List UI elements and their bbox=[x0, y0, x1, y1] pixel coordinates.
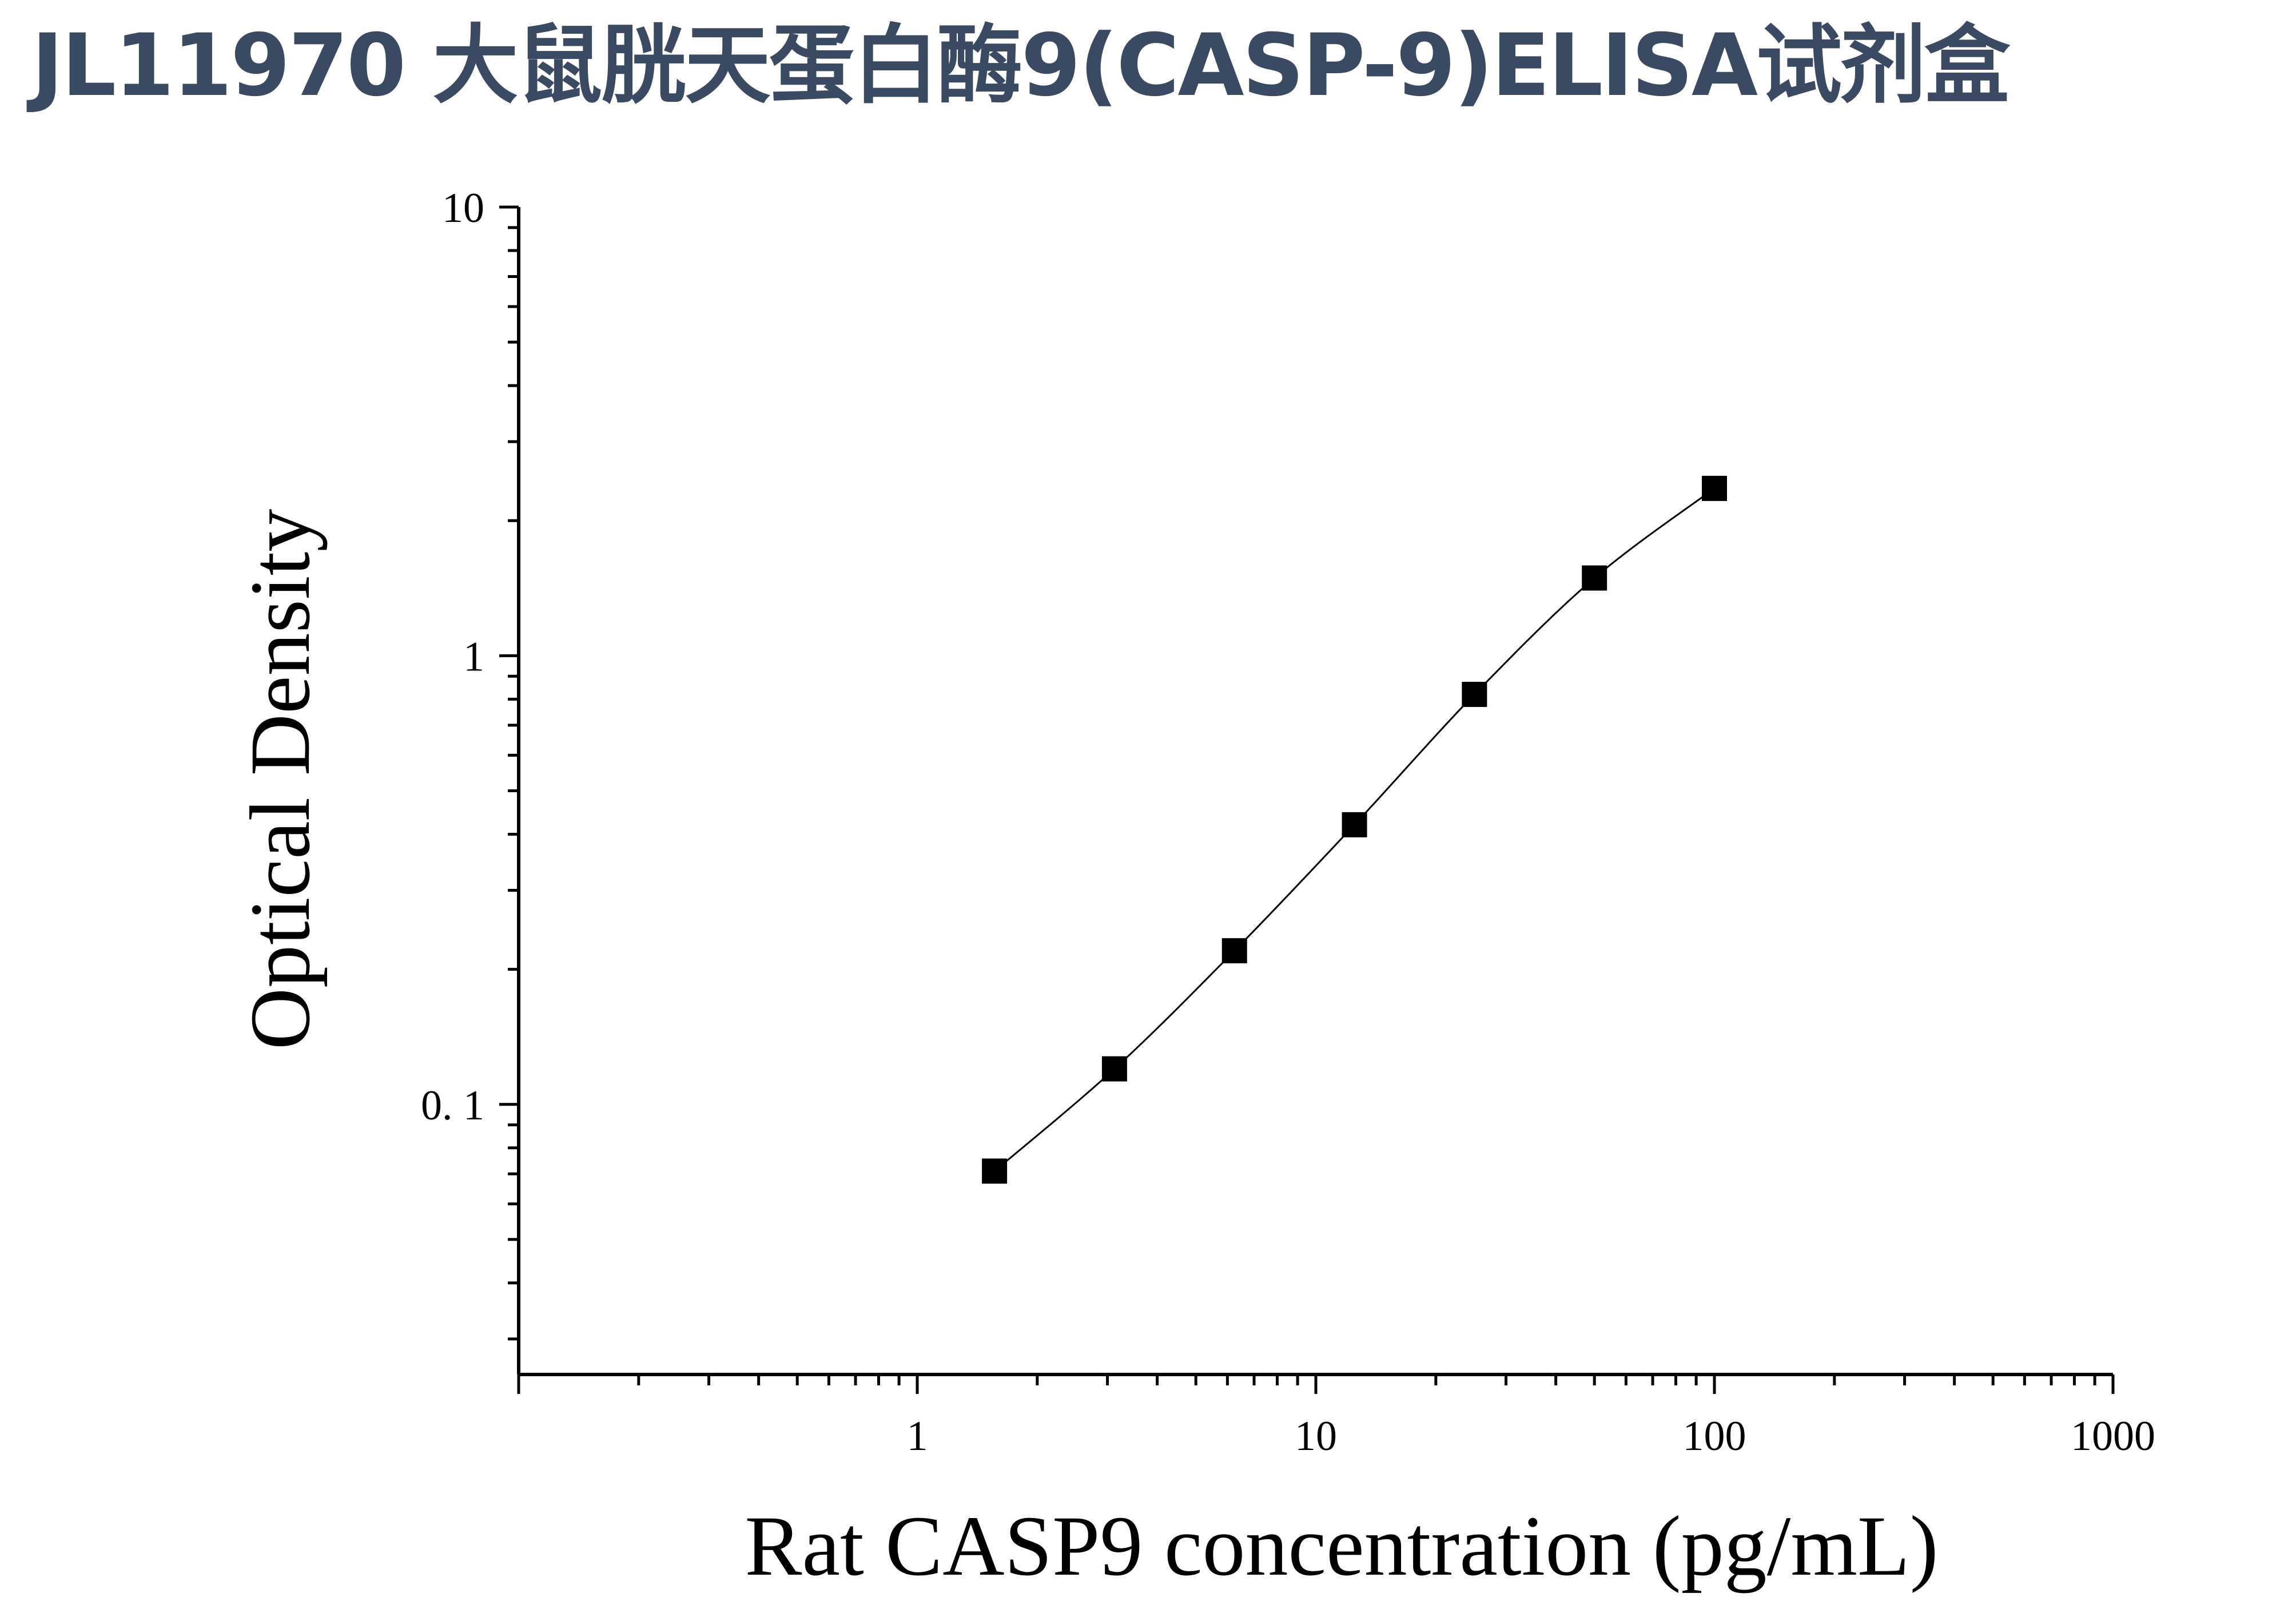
data-point-marker bbox=[982, 1158, 1008, 1184]
data-point-marker bbox=[1101, 1056, 1127, 1082]
axes bbox=[499, 205, 2115, 1394]
y-tick-label: 0. 1 bbox=[421, 1082, 484, 1129]
data-point-marker bbox=[1582, 565, 1607, 591]
y-tick-label: 10 bbox=[442, 185, 484, 232]
data-point-marker bbox=[1702, 475, 1727, 501]
data-point-marker bbox=[1342, 812, 1367, 837]
y-axis-title: Optical Density bbox=[233, 509, 328, 1050]
x-axis-title: Rat CASP9 concentration (pg/mL) bbox=[745, 1499, 1938, 1594]
labels-layer: 1 10 100 1000 0. 1 1 10 Rat CASP9 concentration… bbox=[233, 185, 2155, 1594]
chart-title: JL11970 大鼠胱天蛋白酶9(CASP-9)ELISA试剂盒 bbox=[31, 16, 2010, 116]
data-points-layer bbox=[982, 475, 1727, 1184]
x-tick-label: 1 bbox=[907, 1413, 928, 1460]
x-tick-label: 100 bbox=[1683, 1413, 1746, 1460]
x-tick-label: 1000 bbox=[2071, 1413, 2155, 1460]
data-point-marker bbox=[1462, 681, 1487, 707]
x-tick-label: 10 bbox=[1295, 1413, 1337, 1460]
data-point-marker bbox=[1221, 938, 1247, 964]
y-tick-label: 1 bbox=[463, 633, 484, 680]
